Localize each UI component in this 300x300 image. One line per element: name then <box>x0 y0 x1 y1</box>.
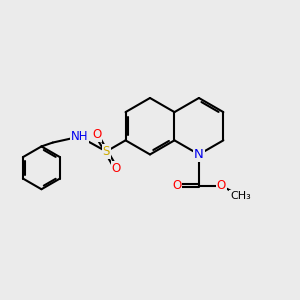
Text: S: S <box>103 145 110 158</box>
Text: O: O <box>172 179 181 192</box>
Text: O: O <box>92 128 101 141</box>
Text: NH: NH <box>71 130 88 143</box>
Text: CH₃: CH₃ <box>230 191 251 201</box>
Text: O: O <box>111 162 121 175</box>
Text: N: N <box>194 148 204 161</box>
Text: O: O <box>217 179 226 192</box>
